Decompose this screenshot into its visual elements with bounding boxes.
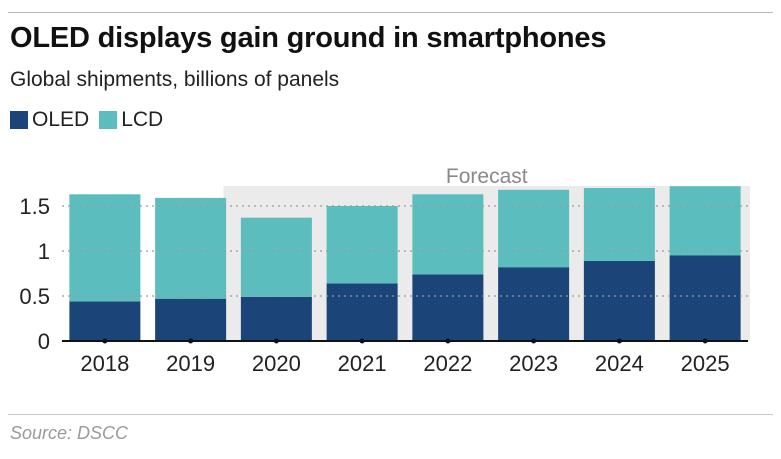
bar-lcd-2022 (412, 194, 484, 275)
x-tick-dot-2019 (188, 338, 194, 344)
top-rule (8, 12, 773, 13)
x-tick-label-2018: 2018 (80, 351, 129, 376)
legend-label-lcd: LCD (121, 108, 164, 131)
x-tick-dot-2021 (359, 338, 365, 344)
bar-lcd-2024 (583, 188, 655, 261)
bar-lcd-2025 (669, 186, 741, 256)
bar-oled-2019 (155, 298, 227, 341)
x-tick-label-2024: 2024 (595, 351, 644, 376)
bar-oled-2022 (412, 274, 484, 341)
x-tick-dot-2022 (445, 338, 451, 344)
x-tick-dot-2018 (102, 338, 108, 344)
x-tick-dot-2025 (702, 338, 708, 344)
x-tick-dot-2020 (273, 338, 279, 344)
source-note: Source: DSCC (10, 423, 129, 443)
x-tick-label-2025: 2025 (681, 351, 730, 376)
bottom-rule (8, 414, 773, 415)
chart-title: OLED displays gain ground in smartphones (10, 22, 607, 54)
x-tick-dot-2024 (616, 338, 622, 344)
bar-lcd-2019 (155, 197, 227, 299)
bar-oled-2021 (326, 283, 398, 341)
bar-lcd-2023 (498, 189, 570, 268)
x-tick-dot-2023 (531, 338, 537, 344)
y-tick-label-0.5: 0.5 (19, 284, 50, 309)
y-tick-label-0: 0 (38, 329, 50, 354)
forecast-label: Forecast (446, 165, 528, 188)
bar-lcd-2020 (240, 217, 312, 297)
bar-lcd-2021 (326, 206, 398, 284)
bar-oled-2020 (240, 296, 312, 341)
bar-oled-2023 (498, 267, 570, 341)
x-tick-label-2023: 2023 (509, 351, 558, 376)
bar-oled-2024 (583, 260, 655, 341)
chart-subtitle: Global shipments, billions of panels (10, 68, 340, 91)
bar-oled-2018 (69, 301, 141, 341)
legend-swatch-lcd (99, 111, 118, 129)
legend-item-lcd: LCD (99, 108, 163, 132)
bar-lcd-2018 (69, 194, 141, 302)
x-tick-label-2021: 2021 (338, 351, 387, 376)
legend: OLED LCD (10, 108, 173, 132)
y-tick-label-1: 1 (38, 239, 50, 264)
bar-oled-2025 (669, 255, 741, 341)
y-tick-label-1.5: 1.5 (19, 194, 50, 219)
legend-label-oled: OLED (32, 108, 90, 131)
x-tick-label-2022: 2022 (423, 351, 472, 376)
legend-item-oled: OLED (10, 108, 89, 132)
x-tick-label-2020: 2020 (252, 351, 301, 376)
x-tick-label-2019: 2019 (166, 351, 215, 376)
legend-swatch-oled (10, 111, 28, 129)
